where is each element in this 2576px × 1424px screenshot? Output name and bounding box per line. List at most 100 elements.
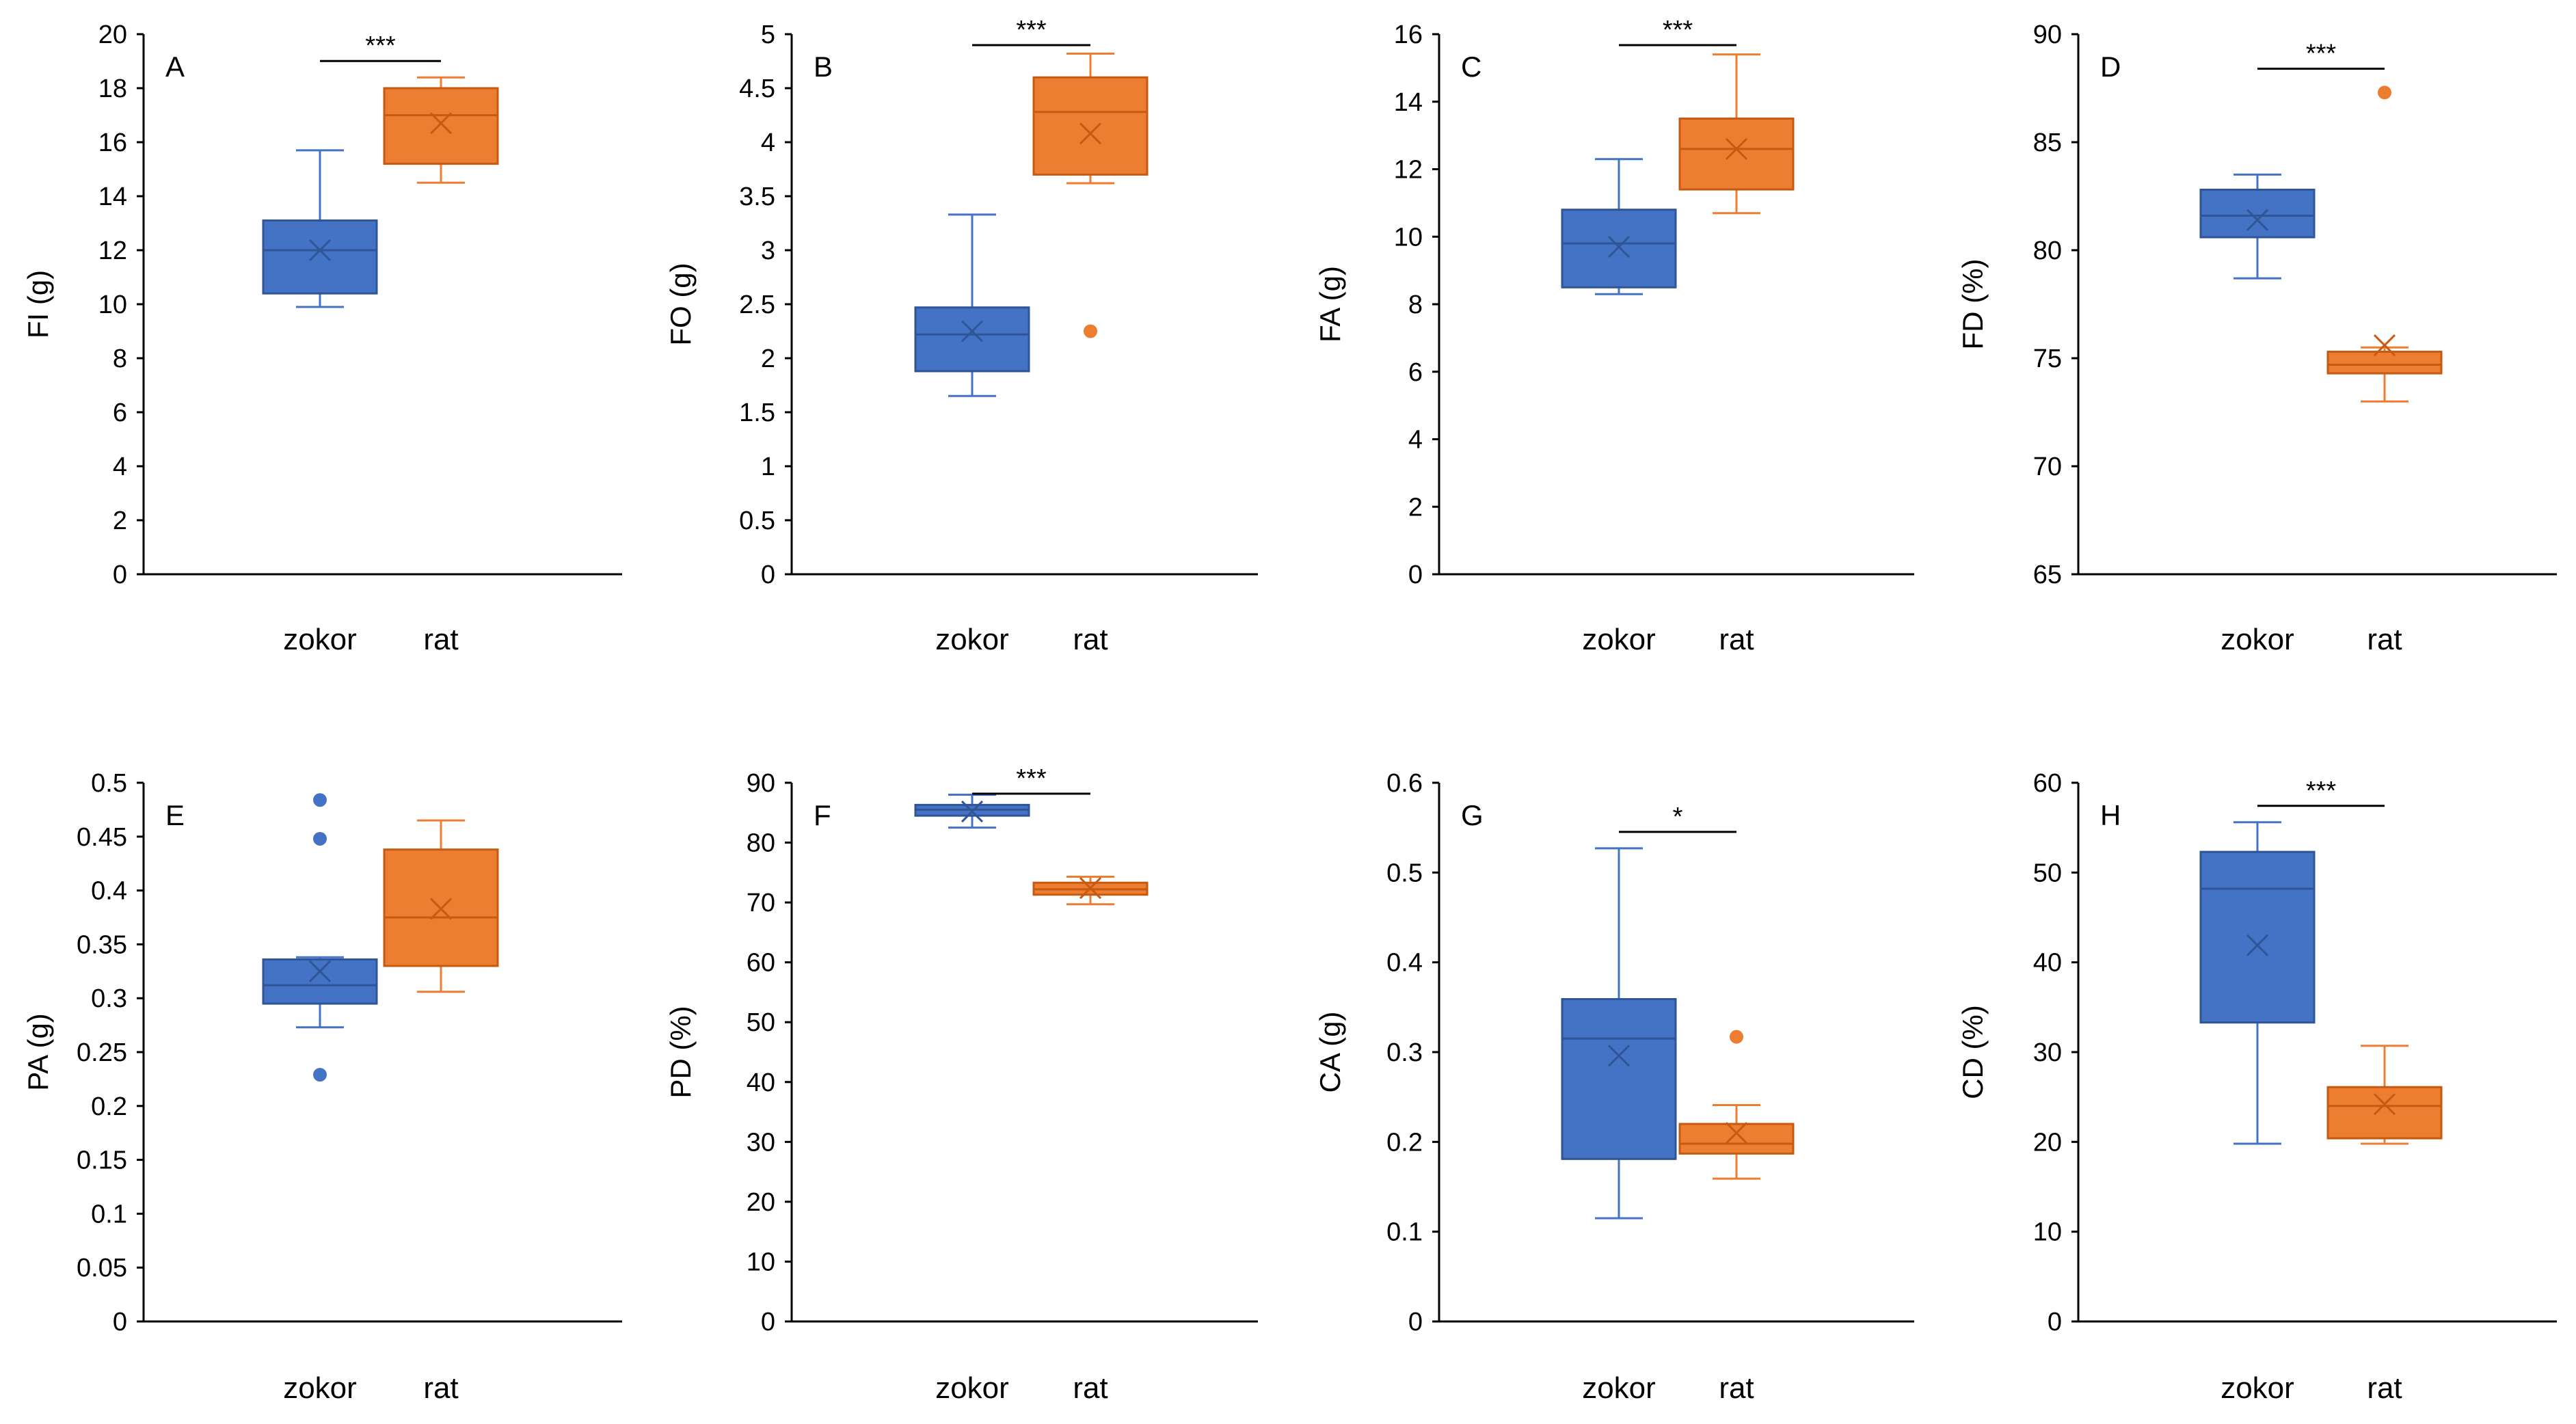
y-tick-label: 6	[1408, 358, 1423, 387]
box-rat	[2326, 1045, 2443, 1145]
y-tick-label: 0.5	[1386, 859, 1423, 887]
box-rat	[1032, 875, 1149, 906]
y-tick-label: 0.45	[77, 823, 127, 852]
chart-panel-e: 0 0.05 0.1 0.15 0.2 0.25 0.3 0.35 0.4 0.45 0.5 PA (…	[22, 769, 622, 1405]
iqr-box	[1678, 1123, 1795, 1155]
box-zokor	[1561, 158, 1677, 295]
y-tick-label: 2	[1408, 493, 1423, 522]
y-tick-label: 2	[113, 507, 127, 535]
iqr-box	[1032, 76, 1149, 176]
significance-label: ***	[2306, 777, 2337, 805]
y-tick-label: 0	[761, 1308, 775, 1336]
y-tick-label: 2	[761, 345, 775, 373]
y-tick-label: 40	[747, 1069, 775, 1097]
y-tick-label: 8	[113, 345, 127, 373]
y-tick-label: 90	[747, 769, 775, 798]
iqr-box	[1678, 117, 1795, 191]
y-tick-label: 4	[1408, 426, 1423, 455]
box-zokor	[914, 794, 1030, 829]
mean-marker	[2246, 209, 2269, 231]
y-tick-label: 0.2	[91, 1092, 127, 1121]
significance-label: ***	[1663, 16, 1693, 44]
y-tick-label: 90	[2033, 21, 2062, 49]
y-tick-label: 0.5	[91, 769, 127, 798]
significance-label: ***	[1016, 764, 1047, 793]
y-tick-label: 4	[761, 129, 775, 157]
x-category-label-rat: rat	[1719, 1371, 1754, 1405]
mean-marker	[429, 898, 453, 920]
x-category-label-zokor: zokor	[1582, 1371, 1656, 1405]
x-category-label-rat: rat	[2367, 1371, 2402, 1405]
panel-letter: H	[2100, 799, 2121, 831]
y-tick-label: 75	[2033, 345, 2062, 373]
y-tick-label: 8	[1408, 291, 1423, 319]
y-tick-label: 0.3	[91, 984, 127, 1013]
y-tick-label: 10	[98, 291, 127, 319]
mean-marker	[2373, 334, 2396, 357]
significance-bar: *	[1619, 803, 1736, 833]
y-tick-label: 10	[747, 1248, 775, 1276]
y-tick-label: 4	[113, 453, 127, 481]
x-category-label-zokor: zokor	[1582, 623, 1656, 656]
iqr-box	[262, 219, 378, 295]
y-tick-label: 1	[761, 453, 775, 481]
y-tick-label: 0	[1408, 561, 1423, 589]
y-axis-title: CA (g)	[1314, 1011, 1346, 1092]
iqr-box	[2199, 189, 2316, 239]
y-tick-label: 10	[2033, 1218, 2062, 1247]
y-tick-label: 6	[113, 399, 127, 427]
y-tick-label: 30	[747, 1128, 775, 1157]
outlier-point	[313, 793, 327, 807]
y-axis-title: PA (g)	[22, 1013, 54, 1091]
y-tick-label: 30	[2033, 1038, 2062, 1067]
y-tick-label: 0.1	[91, 1200, 127, 1228]
outlier-point	[1084, 324, 1097, 338]
mean-marker	[1079, 122, 1102, 145]
x-category-label-rat: rat	[1073, 623, 1108, 656]
y-tick-label: 70	[2033, 453, 2062, 481]
box-zokor	[914, 213, 1030, 397]
y-tick-label: 0	[113, 1308, 127, 1336]
mean-marker	[1607, 1045, 1631, 1067]
x-category-label-zokor: zokor	[283, 1371, 357, 1405]
iqr-box	[2326, 1086, 2443, 1140]
y-tick-label: 20	[2033, 1128, 2062, 1157]
significance-bar: ***	[972, 764, 1090, 795]
y-tick-label: 60	[2033, 769, 2062, 798]
y-axis-title: PD (%)	[665, 1006, 697, 1098]
y-tick-label: 70	[747, 889, 775, 917]
mean-marker	[1079, 877, 1102, 900]
y-tick-label: 0	[2048, 1308, 2062, 1336]
y-tick-label: 3.5	[739, 183, 775, 211]
panel-letter: G	[1461, 799, 1484, 831]
outlier-point	[313, 1068, 327, 1082]
outlier-point	[313, 831, 327, 846]
box-rat	[2326, 85, 2443, 403]
y-tick-label: 10	[1394, 223, 1423, 252]
panel-letter: D	[2100, 51, 2121, 83]
y-tick-label: 0.15	[77, 1146, 127, 1175]
box-zokor	[2199, 173, 2316, 280]
x-category-label-rat: rat	[423, 1371, 458, 1405]
y-tick-label: 0	[1408, 1308, 1423, 1336]
panel-letter: E	[165, 799, 185, 831]
box-rat	[383, 819, 499, 993]
y-tick-label: 65	[2033, 561, 2062, 589]
box-zokor	[1561, 847, 1677, 1220]
y-tick-label: 5	[761, 21, 775, 49]
y-tick-label: 1.5	[739, 399, 775, 427]
mean-marker	[1725, 137, 1748, 160]
x-category-label-zokor: zokor	[935, 1371, 1009, 1405]
y-tick-label: 0.05	[77, 1254, 127, 1282]
outlier-point	[2378, 85, 2391, 100]
mean-marker	[308, 239, 332, 262]
y-tick-label: 14	[98, 183, 127, 211]
y-tick-label: 16	[98, 129, 127, 157]
iqr-box	[1561, 209, 1677, 288]
x-category-label-zokor: zokor	[283, 623, 357, 656]
y-tick-label: 85	[2033, 129, 2062, 157]
y-axis-title: FD (%)	[1957, 259, 1989, 350]
y-tick-label: 50	[747, 1008, 775, 1037]
